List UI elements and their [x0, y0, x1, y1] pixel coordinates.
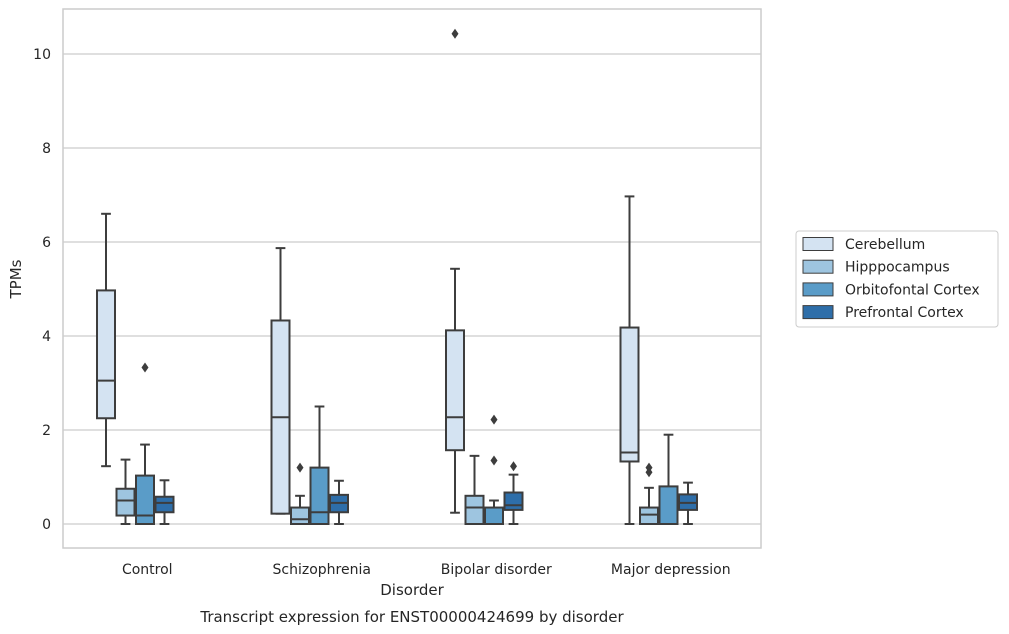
box-orbitofontal-cortex [658, 433, 679, 525]
box-hipppocampus [115, 458, 136, 525]
legend-label: Cerebellum [845, 237, 925, 253]
legend-swatch [802, 237, 834, 251]
box-cerebellum [445, 28, 465, 514]
outlier-point [510, 461, 517, 472]
iqr-box [290, 506, 310, 525]
outlier-point [141, 362, 149, 373]
box-prefrontal-cortex [329, 479, 349, 525]
box-series [96, 28, 698, 526]
x-axis-ticks: Control Schizophrenia Bipolar disorder Majo… [122, 562, 731, 578]
box-orbitofontal-cortex [309, 405, 330, 526]
legend: Cerebellum Hipppocampus Orbitofontal Corte… [795, 230, 999, 328]
box-prefrontal-cortex [154, 479, 175, 525]
iqr-box [639, 506, 659, 525]
iqr-box [658, 485, 679, 525]
grid-lines [63, 53, 761, 525]
iqr-box [484, 506, 504, 525]
y-tick-label: 6 [42, 235, 51, 251]
outlier-point [451, 28, 459, 39]
x-axis-title: Disorder [380, 581, 444, 599]
y-tick-label: 4 [42, 329, 51, 345]
iqr-box [154, 495, 175, 514]
legend-label: Hipppocampus [845, 260, 950, 276]
iqr-box [309, 466, 330, 526]
x-tick-label: Control [122, 562, 173, 578]
y-axis-title: TPMs [7, 259, 25, 299]
outlier-point [490, 414, 498, 425]
box-cerebellum [96, 212, 116, 468]
iqr-box [96, 289, 116, 420]
legend-label: Orbitofontal Cortex [845, 282, 980, 298]
iqr-box [135, 474, 155, 525]
box-prefrontal-cortex [503, 461, 524, 525]
outlier-point [645, 462, 653, 473]
legend-frame [795, 230, 999, 328]
iqr-box [619, 326, 640, 463]
y-tick-label: 2 [42, 423, 51, 439]
box-hipppocampus [290, 462, 310, 525]
y-tick-label: 10 [33, 47, 51, 63]
x-tick-label: Major depression [611, 562, 731, 578]
chart-caption: Transcript expression for ENST0000042469… [199, 608, 624, 626]
legend-swatch [802, 259, 834, 274]
y-axis-ticks: 0 2 4 6 8 10 [33, 47, 51, 533]
legend-swatch [802, 305, 834, 320]
iqr-box [115, 487, 136, 517]
y-tick-label: 8 [42, 141, 51, 157]
box-hipppocampus [639, 462, 659, 525]
iqr-box [445, 329, 465, 452]
outlier-point [296, 462, 304, 473]
iqr-box [464, 494, 485, 525]
box-prefrontal-cortex [678, 481, 698, 525]
plot-area-frame [62, 8, 762, 549]
box-cerebellum [619, 195, 640, 525]
iqr-box [503, 491, 524, 511]
outlier-point [490, 455, 498, 466]
y-tick-label: 0 [42, 517, 51, 533]
box-orbitofontal-cortex [135, 362, 155, 525]
box-cerebellum [270, 247, 291, 515]
legend-label: Prefrontal Cortex [845, 305, 964, 321]
x-tick-label: Schizophrenia [273, 562, 371, 578]
x-tick-label: Bipolar disorder [441, 562, 552, 578]
box-orbitofontal-cortex [484, 414, 504, 525]
legend-swatch [802, 282, 834, 297]
box-hipppocampus [464, 454, 485, 525]
